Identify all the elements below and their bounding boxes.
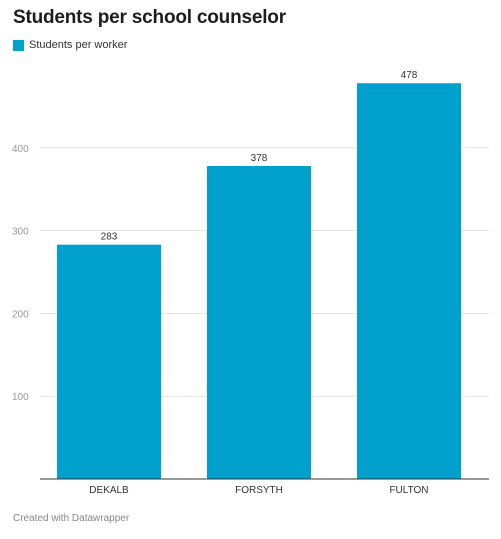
x-axis: DEKALB FORSYTH FULTON <box>40 478 489 496</box>
legend-swatch <box>13 39 24 51</box>
bar <box>57 244 161 479</box>
credit-footer: Created with Datawrapper <box>13 513 130 524</box>
x-tick-label: FULTON <box>389 485 428 496</box>
y-tick-label: 300 <box>12 227 29 238</box>
y-tick-label: 100 <box>12 392 29 403</box>
bar-chart: 100 200 300 400 283 378 478 DEKALB FORSYTH FULT… <box>12 70 489 496</box>
x-tick-label: FORSYTH <box>235 485 283 496</box>
legend-label: Students per worker <box>29 39 128 51</box>
bar <box>357 83 461 479</box>
x-tick-label: DEKALB <box>89 485 129 496</box>
bar-value-label: 378 <box>251 153 268 164</box>
y-tick-label: 200 <box>12 309 29 320</box>
y-tick-label: 400 <box>12 144 29 155</box>
value-labels: 283 378 478 <box>101 70 418 242</box>
chart-title: Students per school counselor <box>13 7 286 28</box>
bars <box>57 83 461 480</box>
legend: Students per worker <box>13 39 127 51</box>
bar-value-label: 283 <box>101 232 118 243</box>
bar <box>207 166 311 480</box>
bar-value-label: 478 <box>401 70 418 81</box>
